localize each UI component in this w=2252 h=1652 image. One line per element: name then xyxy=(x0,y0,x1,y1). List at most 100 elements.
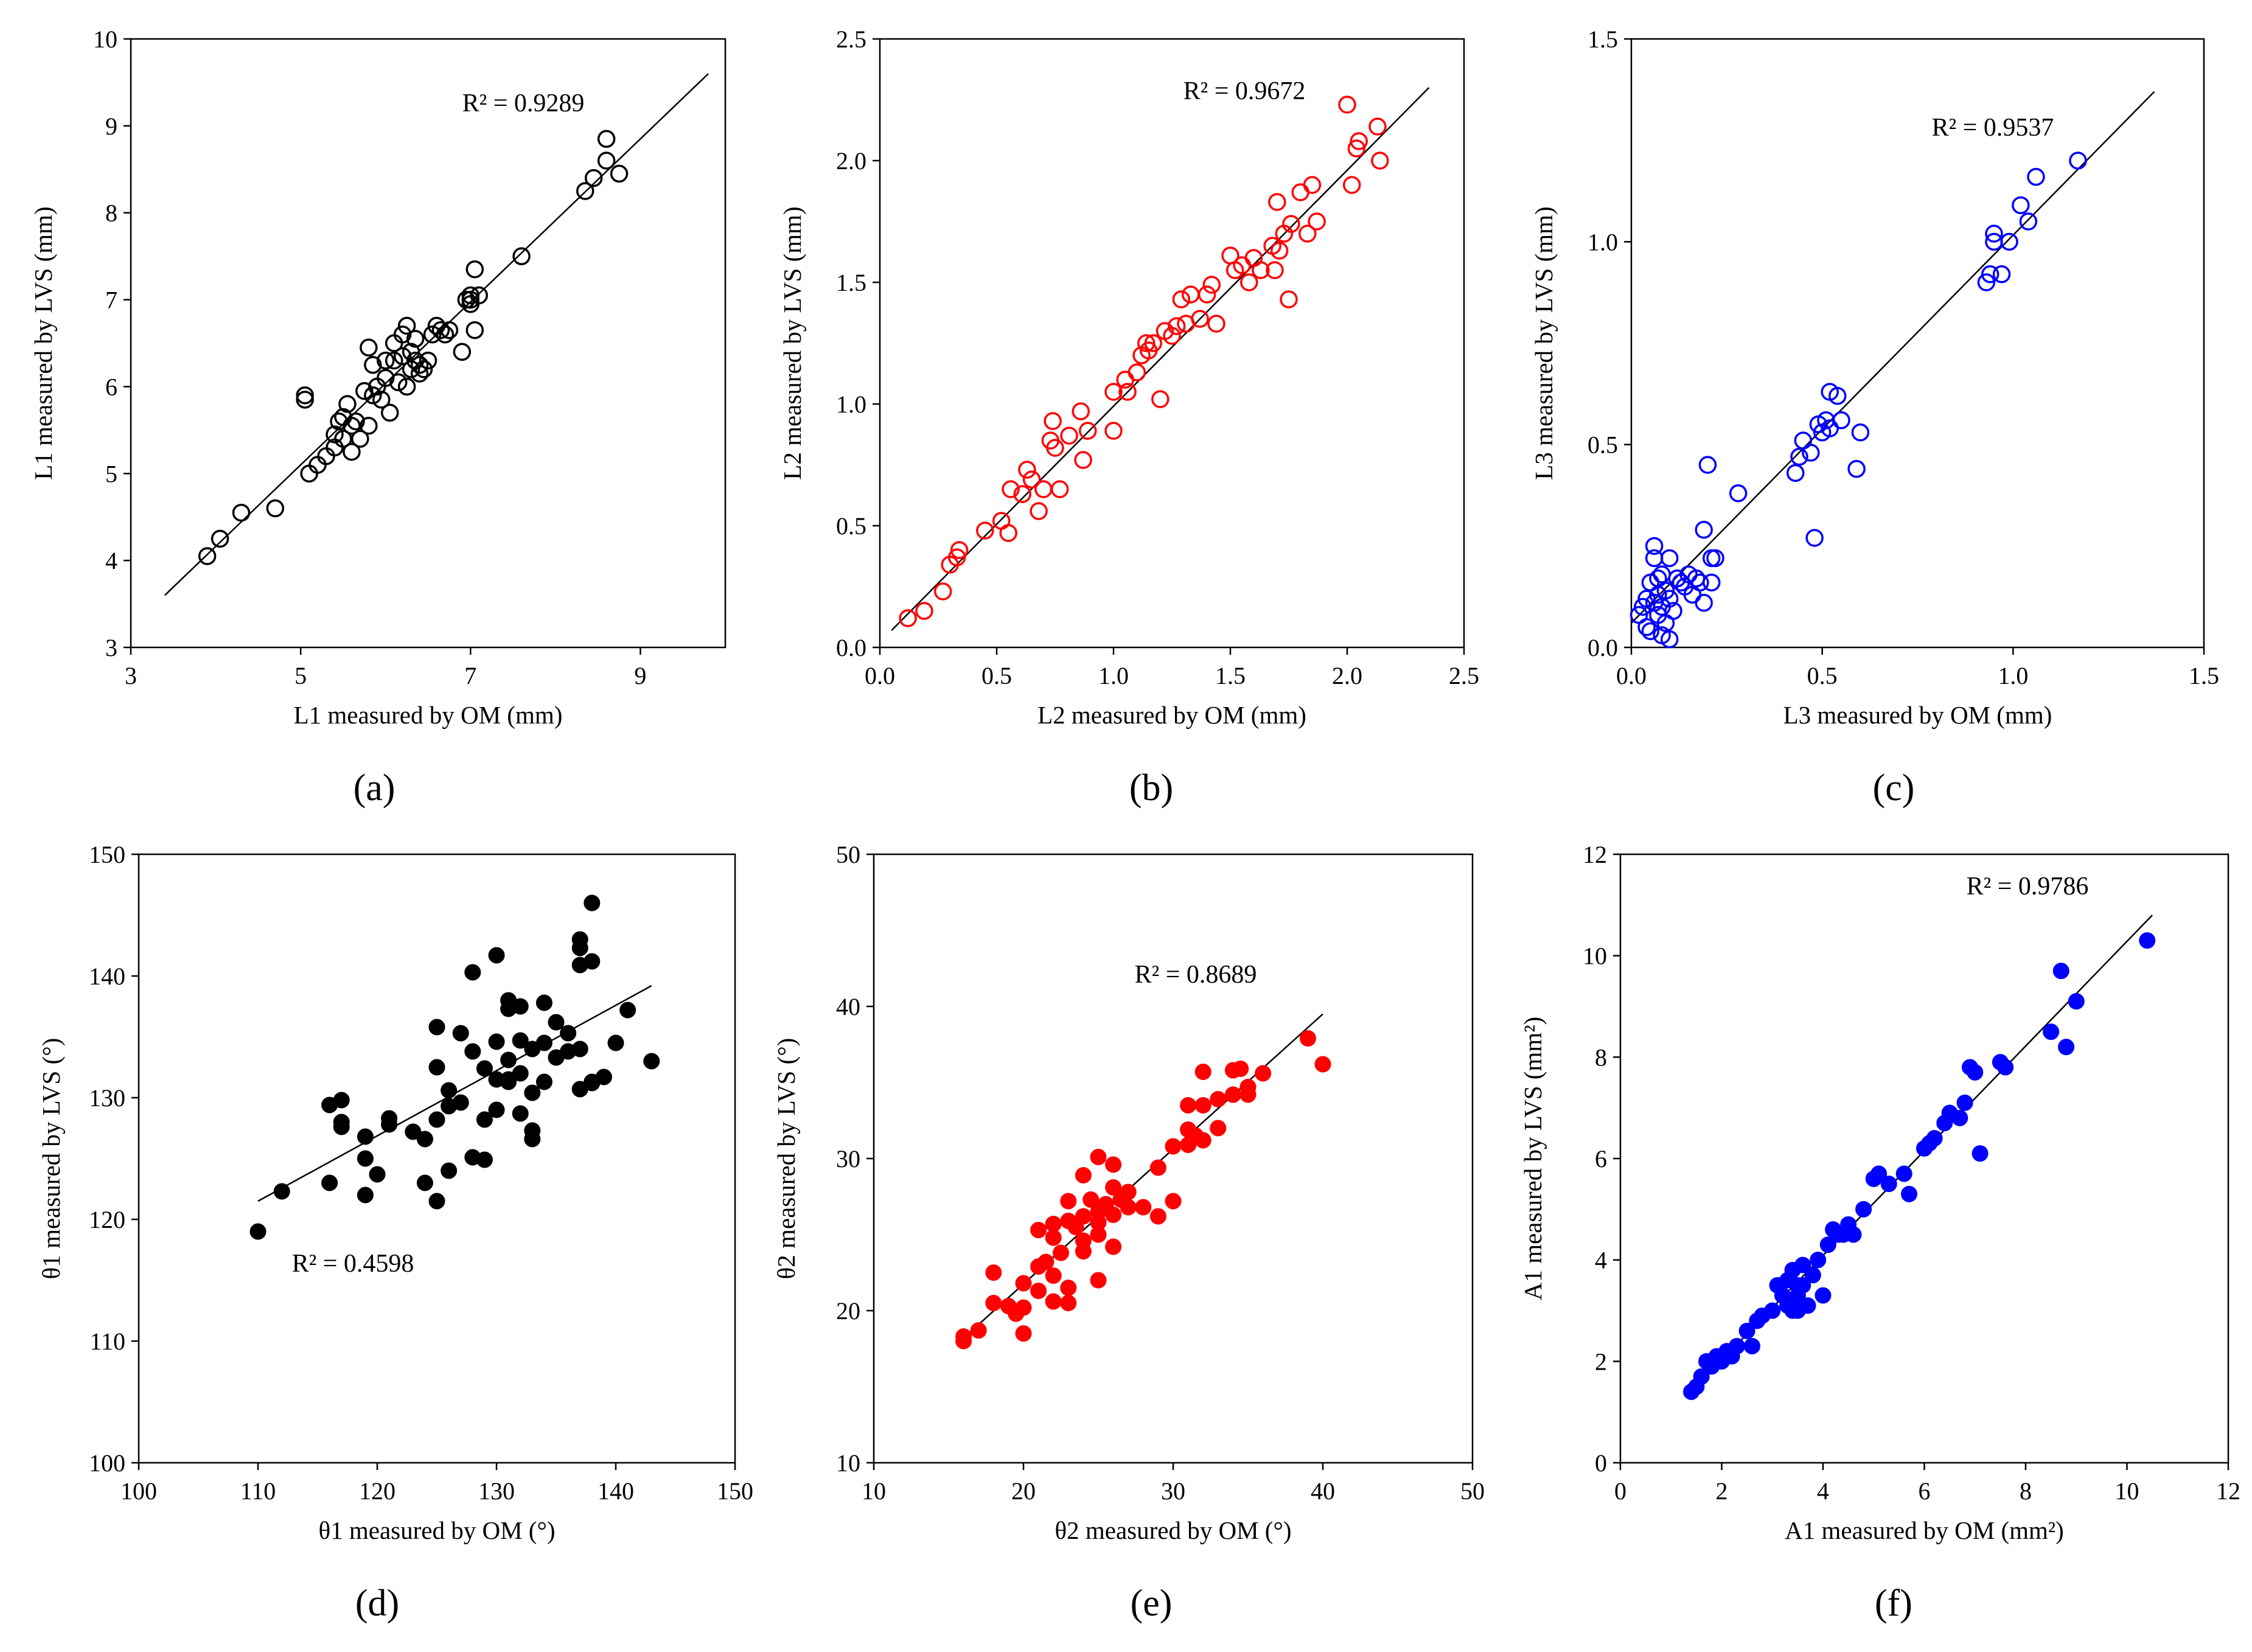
data-point xyxy=(643,1053,660,1070)
data-point xyxy=(976,521,994,540)
data-point xyxy=(372,391,391,409)
y-tick-label: 30 xyxy=(836,1145,860,1173)
y-axis-label: L2 measured by LVS (mm) xyxy=(778,206,806,479)
data-point xyxy=(571,939,588,957)
chart-panel-a: 3 5 7 9 3 4 5 6 7 8 9 10 L1 measured by OM (mm) L1 me… xyxy=(29,26,727,809)
data-point xyxy=(1015,1299,1032,1316)
data-point xyxy=(1232,1061,1249,1077)
data-point xyxy=(476,1111,493,1128)
data-point xyxy=(1645,537,1664,556)
data-point xyxy=(2043,1023,2060,1040)
data-point xyxy=(1104,422,1123,440)
data-point xyxy=(1992,265,2011,284)
y-tick-label: 20 xyxy=(836,1297,860,1325)
data-point xyxy=(2019,212,2038,231)
data-point xyxy=(1847,459,1866,478)
data-point xyxy=(441,1082,458,1099)
data-point xyxy=(1053,1244,1069,1261)
data-point xyxy=(453,343,472,361)
panel-label: (a) xyxy=(354,767,396,809)
y-tick-label: 2 xyxy=(1595,1348,1607,1375)
data-point xyxy=(1702,573,1721,592)
data-point xyxy=(1787,464,1805,483)
data-point xyxy=(1832,411,1850,430)
data-point xyxy=(548,1014,565,1031)
data-point xyxy=(1165,1138,1182,1155)
x-tick-label: 140 xyxy=(598,1477,634,1505)
x-tick-label: 1.5 xyxy=(1215,662,1246,689)
data-point xyxy=(419,351,438,370)
data-point xyxy=(1660,549,1679,568)
data-point xyxy=(488,1101,505,1118)
y-tick-label: 8 xyxy=(105,200,117,227)
data-point xyxy=(1045,1267,1062,1284)
data-point xyxy=(1698,456,1717,474)
data-point xyxy=(1691,573,1709,592)
x-tick-label: 110 xyxy=(240,1477,276,1505)
data-point xyxy=(211,529,229,548)
data-point xyxy=(1015,1275,1032,1292)
r-squared-label: R² = 0.8689 xyxy=(1135,961,1257,989)
data-point xyxy=(296,391,314,409)
data-point xyxy=(1082,1191,1100,1208)
data-point xyxy=(405,1123,422,1140)
data-point xyxy=(1075,1167,1092,1183)
data-point xyxy=(1210,1091,1227,1107)
x-tick-label: 10 xyxy=(2115,1477,2139,1505)
data-point xyxy=(347,412,365,431)
data-point xyxy=(333,1118,350,1135)
x-tick-label: 9 xyxy=(634,662,646,689)
data-point xyxy=(326,425,344,444)
x-tick-label: 1.0 xyxy=(1098,662,1129,689)
data-point xyxy=(1072,402,1090,420)
data-point xyxy=(1814,1287,1832,1304)
data-point xyxy=(1291,183,1309,201)
data-point xyxy=(381,1110,398,1127)
data-point xyxy=(1252,261,1270,279)
x-axis-label: L1 measured by OM (mm) xyxy=(294,701,563,729)
data-point xyxy=(309,456,327,474)
data-point xyxy=(1805,529,1824,547)
y-tick-label: 9 xyxy=(105,113,117,140)
data-point xyxy=(1120,1183,1137,1201)
data-point xyxy=(457,290,476,309)
data-point xyxy=(1729,484,1748,503)
data-point xyxy=(1105,1156,1122,1173)
data-point xyxy=(2027,167,2045,186)
data-point xyxy=(1660,630,1679,649)
data-point xyxy=(524,1084,541,1101)
plot-frame xyxy=(130,38,727,649)
y-axis-label: L3 measured by LVS (mm) xyxy=(1530,206,1558,479)
y-axis-label: θ2 measured by LVS (°) xyxy=(772,1038,800,1280)
chart-panel-b: 0.0 0.5 1.0 1.5 2.0 2.5 0.0 0.5 1.0 1.5 2.0 2.5 L2 m… xyxy=(778,26,1479,809)
data-point xyxy=(1693,1368,1710,1385)
panel-label: (f) xyxy=(1875,1583,1912,1624)
data-point xyxy=(1660,590,1679,608)
data-point xyxy=(1090,1149,1107,1165)
x-tick-label: 5 xyxy=(295,662,307,689)
data-point xyxy=(2000,232,2018,251)
data-point xyxy=(1194,1097,1211,1114)
data-point xyxy=(512,998,529,1015)
data-point xyxy=(1202,276,1221,294)
r-squared-label: R² = 0.9537 xyxy=(1932,114,2054,142)
panel-label: (d) xyxy=(355,1583,399,1624)
data-point xyxy=(397,316,416,335)
data-point xyxy=(1194,1064,1211,1080)
data-point xyxy=(1090,1214,1107,1231)
data-point xyxy=(1030,1283,1047,1299)
data-point xyxy=(1308,212,1326,231)
data-point xyxy=(1977,273,1996,291)
data-point xyxy=(597,152,616,170)
data-point xyxy=(273,1183,290,1200)
data-point xyxy=(1149,1208,1166,1225)
data-point xyxy=(1118,383,1137,401)
data-point xyxy=(610,164,629,183)
data-point xyxy=(1951,1109,1968,1126)
data-point xyxy=(1079,422,1097,440)
panel-label: (e) xyxy=(1131,1583,1173,1624)
x-tick-label: 1.0 xyxy=(1998,662,2028,689)
data-point xyxy=(440,321,459,340)
y-tick-label: 1.5 xyxy=(1588,26,1618,53)
data-point xyxy=(416,1131,433,1148)
